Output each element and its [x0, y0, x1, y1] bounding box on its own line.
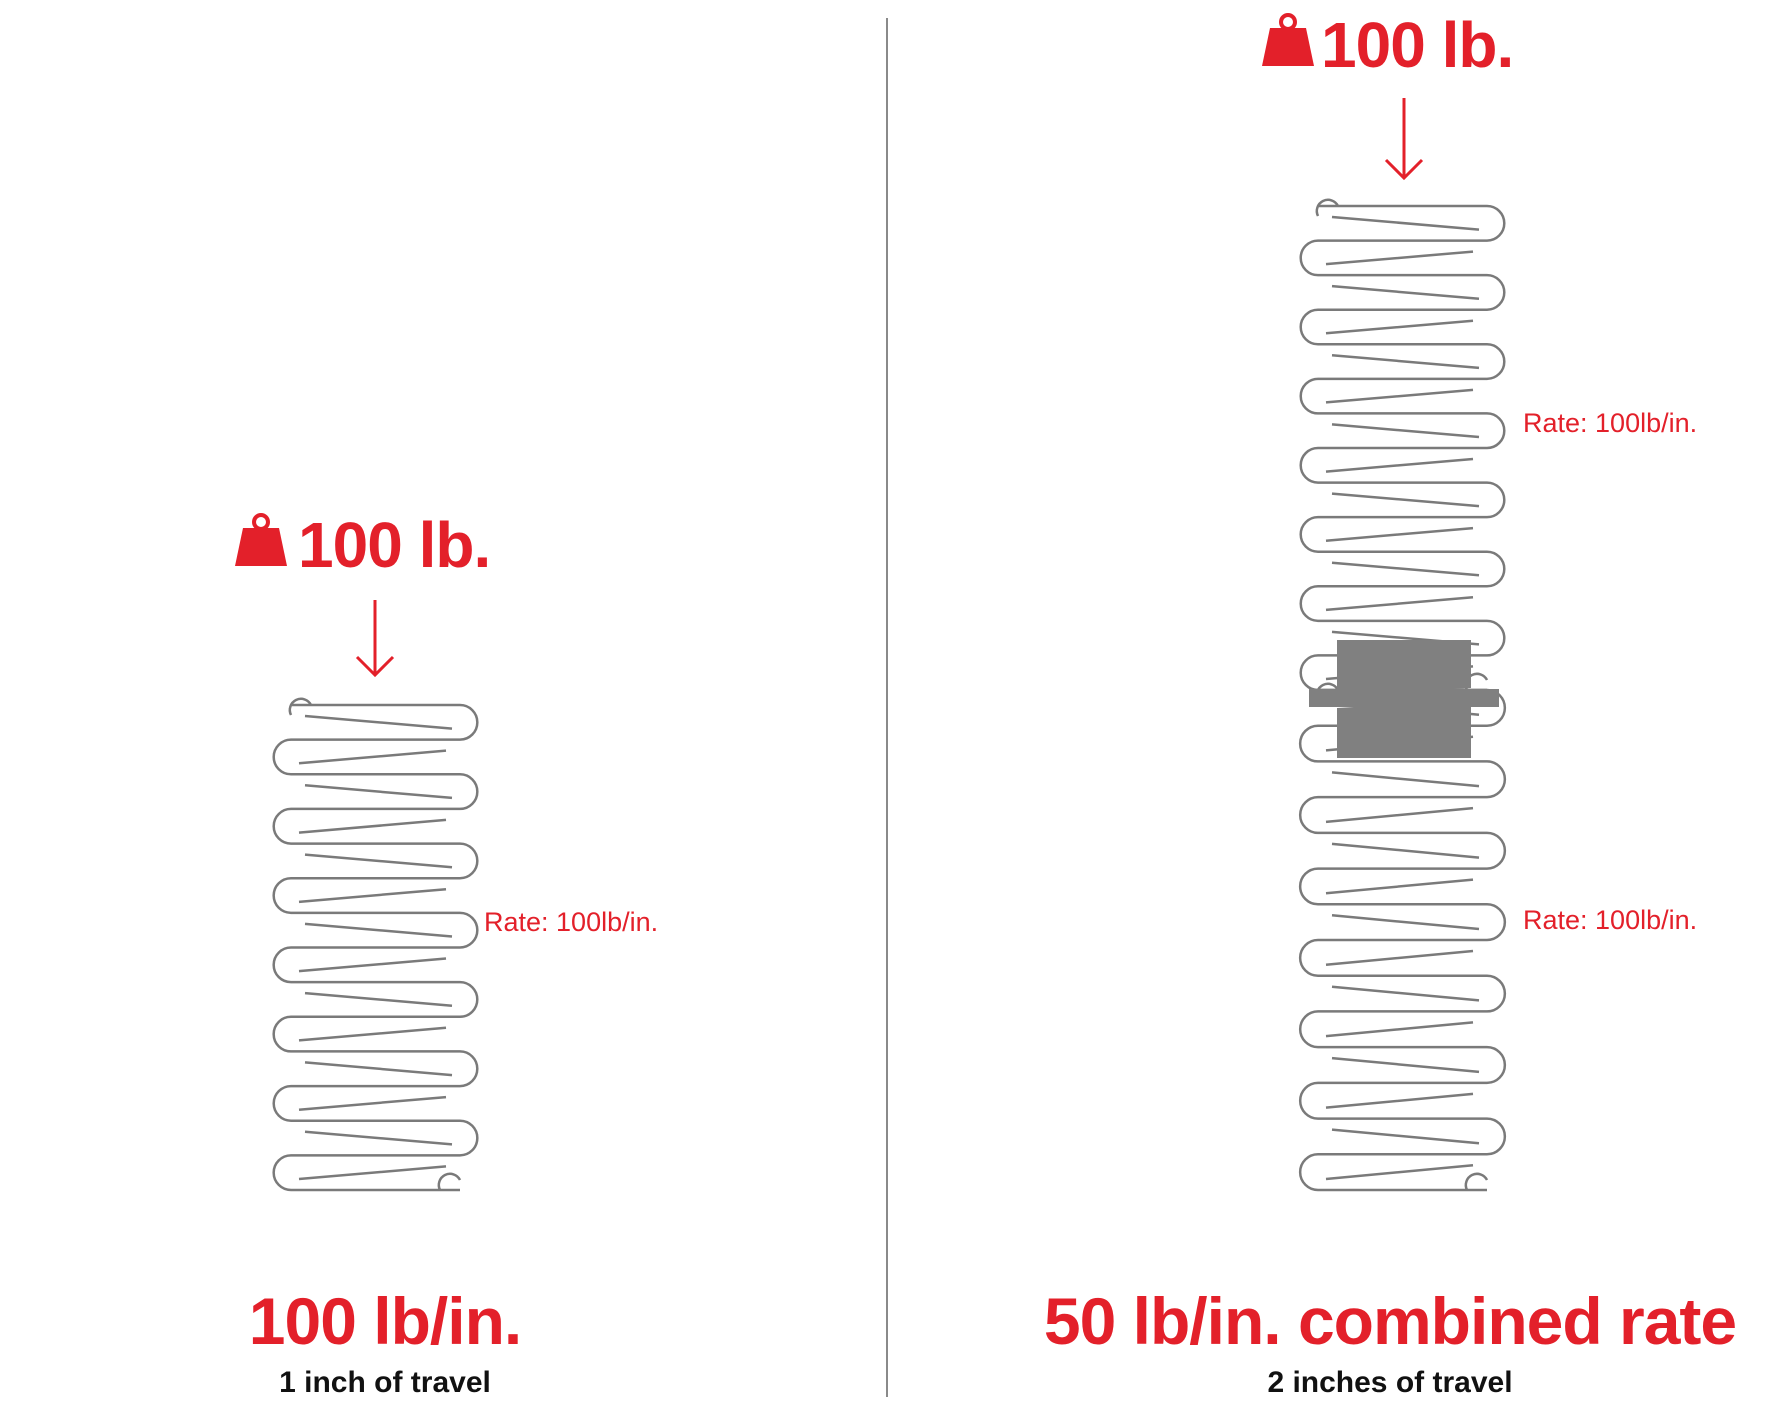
left-result-rate: 100 lb/in. — [248, 1284, 522, 1358]
right-spring-rate-label-top: Rate: 100lb/in. — [1523, 408, 1698, 438]
left-spring-rate-label: Rate: 100lb/in. — [484, 907, 659, 937]
left-arrow-down-icon — [355, 600, 395, 678]
left-result-travel: 1 inch of travel — [279, 1366, 491, 1399]
right-spring-rate-label-bottom: Rate: 100lb/in. — [1523, 905, 1698, 935]
right-panel-graphics — [1262, 13, 1507, 1192]
left-panel-graphics — [235, 513, 479, 1192]
left-weight-icon — [235, 513, 287, 566]
left-weight-label: 100 lb. — [298, 509, 491, 581]
left-coil-spring-icon — [272, 697, 479, 1192]
right-weight-label: 100 lb. — [1321, 9, 1514, 81]
right-result-travel: 2 inches of travel — [1267, 1366, 1513, 1399]
right-spring-coupler-icon — [1309, 640, 1499, 758]
right-result-rate: 50 lb/in. combined rate — [1043, 1284, 1737, 1358]
right-arrow-down-icon — [1384, 98, 1424, 181]
right-lower-coil-spring-icon — [1298, 682, 1507, 1192]
right-upper-coil-spring-icon — [1299, 198, 1506, 692]
right-weight-icon — [1262, 13, 1314, 66]
